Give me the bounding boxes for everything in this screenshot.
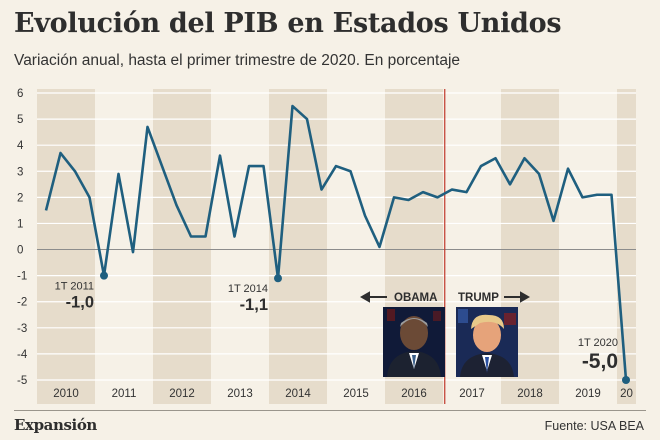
annotation-period: 1T 2011	[55, 281, 94, 293]
right-arrow-icon	[504, 291, 531, 303]
annotated-point	[274, 274, 282, 283]
trump-portrait	[456, 307, 518, 377]
year-band	[617, 89, 636, 404]
gdp-series-line	[44, 104, 628, 381]
annotation-value: -1,0	[66, 294, 94, 312]
x-tick-label: 2014	[285, 388, 311, 400]
y-tick-label: -1	[17, 271, 27, 283]
gridlines	[37, 92, 636, 381]
x-tick-label: 2017	[459, 388, 485, 400]
obama-portrait	[383, 307, 445, 377]
chart-subtitle: Variación anual, hasta el primer trimest…	[14, 52, 461, 69]
source-note: Fuente: USA BEA	[544, 419, 644, 433]
chart-title: Evolución del PIB en Estados Unidos	[14, 8, 562, 39]
x-tick-label: 2016	[401, 388, 427, 400]
y-tick-label: 4	[17, 140, 24, 152]
x-axis: 2010 2011 2012 2013 2014 2015 2016 2017 2018 2019…	[53, 388, 633, 400]
year-bands	[37, 89, 636, 404]
x-tick-label: 2010	[53, 388, 79, 400]
y-tick-label: 5	[17, 114, 23, 126]
y-tick-label: 6	[17, 88, 23, 100]
x-tick-label: 2013	[227, 388, 253, 400]
y-tick-label: 0	[17, 245, 23, 257]
y-tick-label: 1	[17, 218, 23, 230]
y-axis: 6 5 4 3 2 1 0 -1 -2 -3 -4 -5	[17, 88, 28, 387]
x-tick-label: 2018	[517, 388, 543, 400]
y-tick-label: 2	[17, 192, 23, 204]
year-band	[37, 89, 95, 404]
annotation-value: -5,0	[582, 350, 618, 373]
x-tick-label: 2011	[112, 388, 137, 400]
x-tick-label: 2012	[169, 388, 195, 400]
era-label-obama: OBAMA	[394, 292, 437, 304]
footer-rule	[14, 410, 646, 411]
annotation-value: -1,1	[240, 296, 268, 314]
annotation-period: 1T 2020	[578, 337, 618, 349]
annotations: 1T 2011-1,0 1T 2014-1,1 1T 2020-5,0	[55, 281, 618, 373]
brand-logo: Expansión	[14, 416, 97, 434]
y-tick-label: -2	[17, 297, 27, 309]
year-band	[269, 89, 327, 404]
x-tick-label: 20	[620, 388, 633, 400]
left-arrow-icon	[359, 291, 387, 303]
annotated-point	[622, 376, 630, 384]
y-tick-label: 3	[17, 166, 23, 178]
x-tick-label: 2019	[575, 388, 601, 400]
x-tick-label: 2015	[343, 388, 369, 400]
y-tick-label: -3	[17, 323, 27, 335]
annotation-period: 1T 2014	[228, 283, 268, 295]
y-tick-label: -5	[17, 375, 27, 387]
year-band	[153, 89, 211, 404]
y-tick-label: -4	[17, 349, 28, 361]
era-labels: OBAMA TRUMP	[359, 291, 531, 304]
annotated-point	[100, 271, 108, 280]
series-points	[100, 271, 630, 384]
era-label-trump: TRUMP	[458, 292, 499, 304]
